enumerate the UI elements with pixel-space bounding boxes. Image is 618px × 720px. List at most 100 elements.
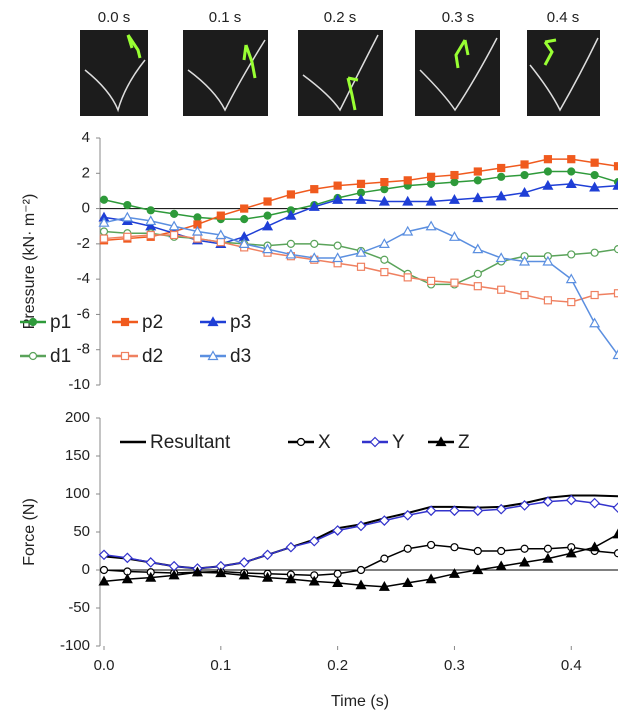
marker [146, 558, 155, 567]
figure: 0.0 s0.1 s0.2 s0.3 s0.4 s420-2-4-6-8-10P… [0, 0, 618, 720]
legend-label: p3 [230, 312, 251, 333]
legend-label: d1 [50, 346, 71, 367]
y-tick-label: -10 [68, 376, 90, 393]
marker [450, 232, 459, 240]
frame-label: 0.4 s [547, 9, 580, 26]
marker [381, 256, 388, 263]
y-tick-label: 2 [82, 164, 90, 181]
marker [334, 182, 341, 189]
marker [615, 290, 618, 297]
x-tick-label: 0.3 [444, 657, 465, 674]
marker [521, 161, 528, 168]
marker [241, 216, 248, 223]
marker [474, 270, 481, 277]
marker [358, 263, 365, 270]
marker [124, 233, 131, 240]
marker [428, 541, 435, 548]
frame-label: 0.0 s [98, 9, 131, 26]
marker [147, 232, 154, 239]
marker [498, 548, 505, 555]
marker [287, 191, 294, 198]
marker [451, 279, 458, 286]
marker [590, 543, 599, 551]
y-axis-label: Pressure (kN· m⁻²) [21, 194, 38, 330]
legend-label: Z [458, 432, 470, 453]
marker [521, 292, 528, 299]
frame-label: 0.3 s [442, 9, 475, 26]
marker [241, 205, 248, 212]
legend-label: Y [392, 432, 405, 453]
frame-label: 0.2 s [324, 9, 357, 26]
y-tick-label: 4 [82, 129, 90, 146]
marker [30, 353, 37, 360]
y-tick-label: -2 [77, 235, 90, 252]
marker [217, 239, 224, 246]
marker [358, 567, 365, 574]
marker [147, 207, 154, 214]
x-tick-label: 0.4 [561, 657, 582, 674]
marker [171, 232, 178, 239]
marker [123, 213, 132, 221]
y-axis-label: Force (N) [21, 498, 38, 566]
marker [124, 202, 131, 209]
marker [451, 544, 458, 551]
y-tick-label: -50 [68, 599, 90, 616]
marker [404, 177, 411, 184]
marker [298, 439, 305, 446]
marker [615, 246, 618, 253]
marker [122, 353, 129, 360]
marker [381, 269, 388, 276]
marker [264, 198, 271, 205]
marker [263, 222, 272, 230]
x-tick-label: 0.1 [210, 657, 231, 674]
marker [404, 274, 411, 281]
marker [614, 503, 618, 512]
marker [568, 299, 575, 306]
marker [474, 177, 481, 184]
marker [101, 567, 108, 574]
marker [286, 543, 295, 552]
marker [101, 228, 108, 235]
marker [428, 277, 435, 284]
marker [568, 168, 575, 175]
marker [101, 235, 108, 242]
marker [381, 555, 388, 562]
marker [591, 159, 598, 166]
marker [474, 548, 481, 555]
marker [473, 245, 482, 253]
marker [590, 499, 599, 508]
marker [615, 550, 618, 557]
marker [171, 210, 178, 217]
marker [123, 553, 132, 562]
marker [428, 180, 435, 187]
marker [590, 319, 599, 327]
frame-image [298, 30, 383, 116]
marker [521, 545, 528, 552]
marker [544, 168, 551, 175]
x-tick-label: 0.2 [327, 657, 348, 674]
marker [334, 570, 341, 577]
marker [100, 550, 109, 559]
x-axis-label: Time (s) [331, 693, 389, 710]
marker [591, 249, 598, 256]
y-tick-label: -4 [77, 270, 90, 287]
y-tick-label: -8 [77, 341, 90, 358]
marker [287, 240, 294, 247]
marker [371, 438, 380, 447]
marker [544, 545, 551, 552]
marker [451, 172, 458, 179]
marker [498, 164, 505, 171]
legend-label: p2 [142, 312, 163, 333]
marker [498, 173, 505, 180]
marker [101, 196, 108, 203]
marker [428, 173, 435, 180]
y-tick-label: 0 [82, 200, 90, 217]
y-tick-label: 0 [82, 561, 90, 578]
legend-label: Resultant [150, 432, 231, 453]
marker [591, 172, 598, 179]
series-line [104, 232, 618, 285]
marker [544, 297, 551, 304]
marker [474, 168, 481, 175]
marker [30, 319, 37, 326]
y-tick-label: 200 [65, 409, 90, 426]
